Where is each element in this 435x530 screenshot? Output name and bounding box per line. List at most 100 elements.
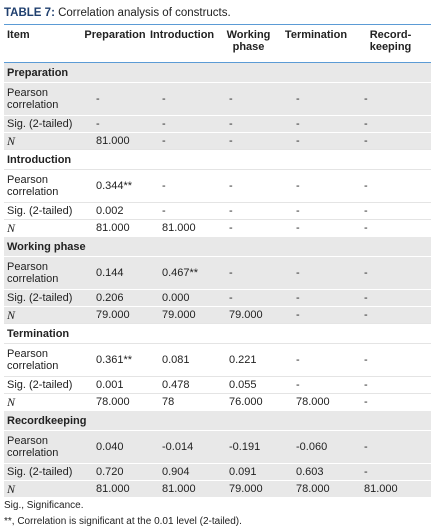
cell-value: 0.206: [82, 289, 148, 307]
row-label: Pearson correlation: [4, 256, 82, 290]
table-title: TABLE 7: Correlation analysis of constru…: [4, 4, 231, 22]
cell-value: 81.000: [82, 132, 148, 150]
data-row: Sig. (2-tailed) 0.001 0.478 0.055- -: [4, 376, 431, 394]
cell-value: -: [282, 343, 350, 377]
cell-value: -: [350, 132, 431, 150]
cell-value: 0.000: [148, 289, 215, 307]
footnotes: Sig., Significance. **, Correlation is si…: [4, 498, 242, 530]
cell-value: -: [215, 169, 282, 203]
group-header-row: Recordkeeping: [4, 410, 431, 431]
header-row: Item Preparation Introduction Working phase…: [4, 24, 431, 63]
column-header: Item: [4, 24, 82, 63]
cell-value: -0.191: [215, 430, 282, 464]
footnote: Sig., Significance.: [4, 500, 84, 511]
row-label: N: [4, 132, 82, 150]
cell-value: -: [282, 306, 350, 324]
cell-value: 0.081: [148, 343, 215, 377]
group-name: Recordkeeping: [4, 410, 431, 431]
group-header-row: Introduction: [4, 149, 431, 170]
cell-value: -: [350, 306, 431, 324]
cell-value: -: [282, 219, 350, 237]
cell-value: -: [350, 463, 431, 481]
cell-value: -: [148, 82, 215, 116]
cell-value: -: [282, 376, 350, 394]
cell-value: 0.467**: [148, 256, 215, 290]
data-row: Pearson correlation 0.040 -0.014 -0.191 -0.0…: [4, 430, 431, 464]
row-label: Pearson correlation: [4, 82, 82, 116]
row-label: Sig. (2-tailed): [4, 289, 82, 307]
data-row: Pearson correlation - - - - -: [4, 82, 431, 116]
row-group: Recordkeeping Pearson correlation 0.040 -0.…: [4, 410, 431, 497]
cell-value: -: [215, 115, 282, 133]
table-label: TABLE 7:: [4, 7, 55, 19]
cell-value: -: [148, 202, 215, 220]
row-label: N: [4, 306, 82, 324]
cell-value: -0.014: [148, 430, 215, 464]
cell-value: -: [215, 132, 282, 150]
row-label: Pearson correlation: [4, 169, 82, 203]
cell-value: -: [350, 343, 431, 377]
cell-value: 79.000: [148, 306, 215, 324]
cell-value: 0.002: [82, 202, 148, 220]
cell-value: -: [350, 169, 431, 203]
cell-value: 78.000: [282, 393, 350, 411]
table-caption: Correlation analysis of constructs.: [58, 7, 231, 19]
data-row: Sig. (2-tailed) 0.206 0.000- - -: [4, 289, 431, 307]
cell-value: -: [215, 82, 282, 116]
column-header: Introduction: [148, 24, 215, 63]
row-group: Termination Pearson correlation 0.361** 0.0…: [4, 323, 431, 411]
row-label: Pearson correlation: [4, 430, 82, 464]
column-header: Termination: [282, 24, 350, 63]
group-header-row: Working phase: [4, 236, 431, 257]
cell-value: -: [350, 202, 431, 220]
cell-value: -: [215, 289, 282, 307]
data-row: N 81.000- - - -: [4, 132, 431, 150]
column-header: Working phase: [215, 24, 282, 63]
cell-value: -: [282, 132, 350, 150]
row-label: Pearson correlation: [4, 343, 82, 377]
cell-value: -: [215, 202, 282, 220]
row-label: Sig. (2-tailed): [4, 115, 82, 133]
cell-value: 0.344**: [82, 169, 148, 203]
cell-value: -: [282, 289, 350, 307]
cell-value: 0.144: [82, 256, 148, 290]
cell-value: -: [148, 169, 215, 203]
correlation-table: Item Preparation Introduction Working phase…: [4, 24, 431, 497]
cell-value: 0.904: [148, 463, 215, 481]
cell-value: -: [350, 256, 431, 290]
cell-value: -: [148, 132, 215, 150]
data-row: N 81.000 81.000- - -: [4, 219, 431, 237]
column-header: Record-keeping: [350, 24, 431, 63]
cell-value: 0.221: [215, 343, 282, 377]
cell-value: 78: [148, 393, 215, 411]
data-row: Sig. (2-tailed) 0.720 0.904 0.091 0.603-: [4, 463, 431, 481]
group-name: Preparation: [4, 62, 431, 83]
cell-value: -: [282, 202, 350, 220]
data-row: Sig. (2-tailed) 0.002- - - -: [4, 202, 431, 220]
row-label: N: [4, 480, 82, 497]
cell-value: -: [350, 82, 431, 116]
cell-value: 81.000: [148, 219, 215, 237]
cell-value: 81.000: [148, 480, 215, 497]
row-group: Introduction Pearson correlation 0.344** - -…: [4, 149, 431, 237]
cell-value: 78.000: [282, 480, 350, 497]
row-label: N: [4, 219, 82, 237]
row-label: Sig. (2-tailed): [4, 202, 82, 220]
cell-value: 0.001: [82, 376, 148, 394]
data-row: N 78.000 78 76.000 78.000-: [4, 393, 431, 411]
cell-value: -: [82, 82, 148, 116]
data-row: N 79.000 79.000 79.000- -: [4, 306, 431, 324]
footnote: **, Correlation is significant at the 0.…: [4, 516, 242, 527]
group-header-row: Preparation: [4, 62, 431, 83]
cell-value: 0.361**: [82, 343, 148, 377]
cell-value: -: [350, 115, 431, 133]
cell-value: -: [350, 430, 431, 464]
row-label: Sig. (2-tailed): [4, 463, 82, 481]
cell-value: -: [350, 289, 431, 307]
cell-value: -: [350, 376, 431, 394]
cell-value: 0.091: [215, 463, 282, 481]
cell-value: -: [215, 219, 282, 237]
row-group: Preparation Pearson correlation - - - - - Sig. …: [4, 62, 431, 150]
cell-value: 79.000: [215, 480, 282, 497]
